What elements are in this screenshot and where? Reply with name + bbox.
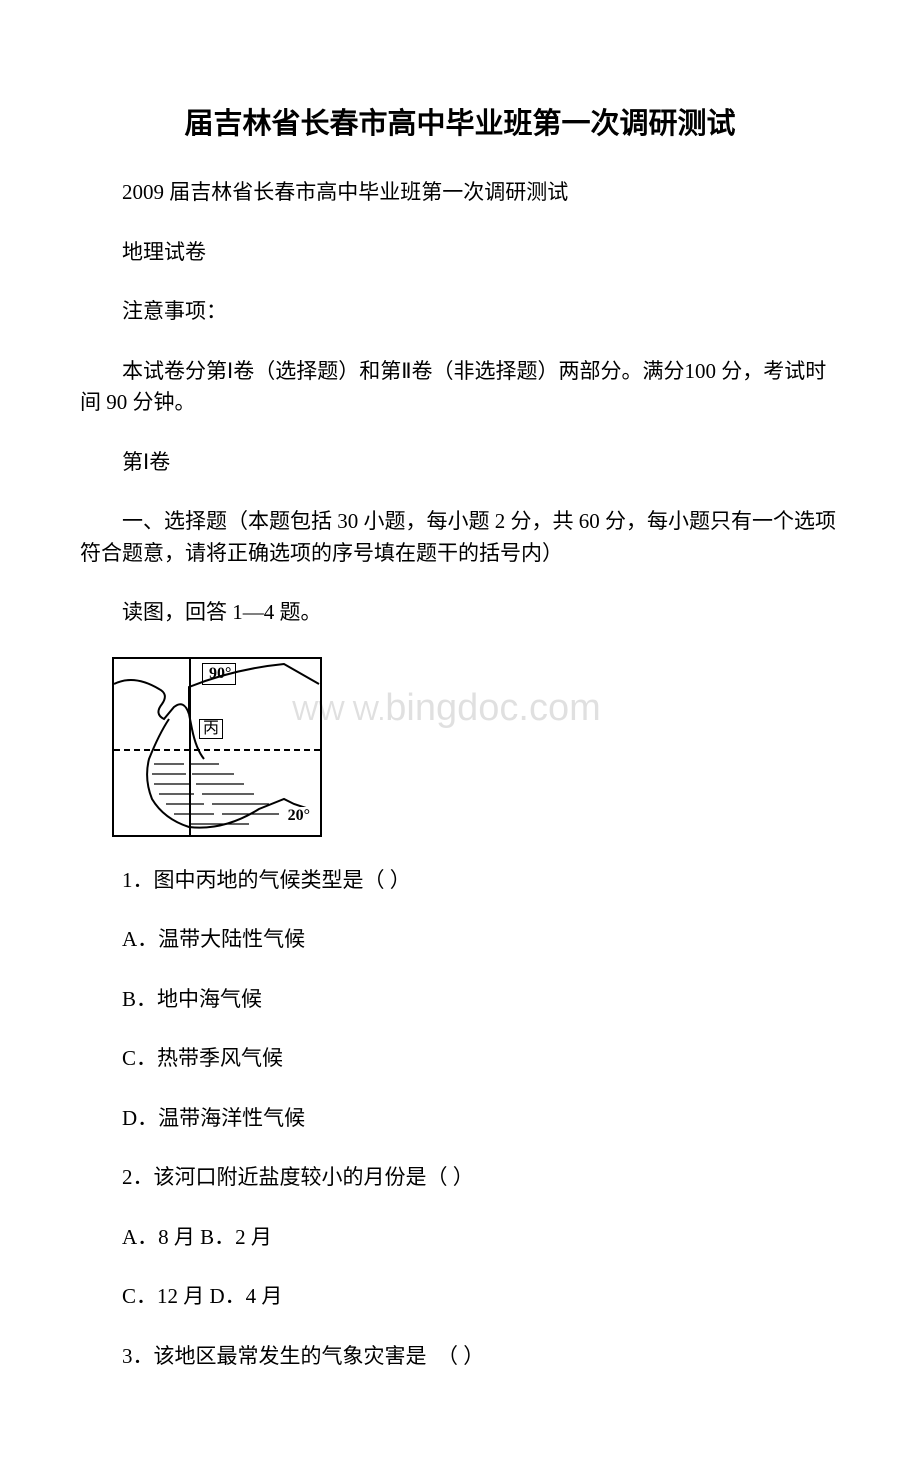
q2-option-ab: A．8 月 B．2 月: [80, 1222, 840, 1254]
page-title: 届吉林省长春市高中毕业班第一次调研测试: [80, 100, 840, 142]
q1-option-d: D．温带海洋性气候: [80, 1103, 840, 1135]
paper-name: 地理试卷: [80, 237, 840, 269]
point-bing-label: 丙: [199, 719, 223, 739]
section1-desc: 一、选择题（本题包括 30 小题，每小题 2 分，共 60 分，每小题只有一个选…: [80, 506, 840, 569]
q1-option-c: C．热带季风气候: [80, 1043, 840, 1075]
map-box: 90° 20° 丙: [112, 657, 322, 837]
read-map-instruction: 读图，回答 1—4 题。: [80, 597, 840, 629]
exam-description: 本试卷分第Ⅰ卷（选择题）和第Ⅱ卷（非选择题）两部分。满分100 分，考试时间 9…: [80, 356, 840, 419]
latitude-line: [114, 749, 320, 751]
q2-text: 2．该河口附近盐度较小的月份是（ ）: [80, 1162, 840, 1194]
q1-option-a: A．温带大陆性气候: [80, 924, 840, 956]
q2-option-cd: C．12 月 D．4 月: [80, 1281, 840, 1313]
map-figure: 90° 20° 丙 WW W.bingdoc.com: [112, 657, 322, 837]
q1-text: 1．图中丙地的气候类型是（ ）: [80, 865, 840, 897]
q1-option-b: B．地中海气候: [80, 984, 840, 1016]
watermark: WW W.bingdoc.com: [292, 687, 601, 730]
longitude-label: 90°: [209, 665, 231, 683]
q3-text: 3．该地区最常发生的气象灾害是 （ ）: [80, 1341, 840, 1373]
subtitle: 2009 届吉林省长春市高中毕业班第一次调研测试: [80, 177, 840, 209]
notice-label: 注意事项：: [80, 296, 840, 328]
latitude-label: 20°: [286, 807, 312, 825]
part1-label: 第Ⅰ卷: [80, 447, 840, 479]
longitude-line: [189, 659, 191, 835]
watermark-text: bingdoc.com: [385, 687, 600, 729]
